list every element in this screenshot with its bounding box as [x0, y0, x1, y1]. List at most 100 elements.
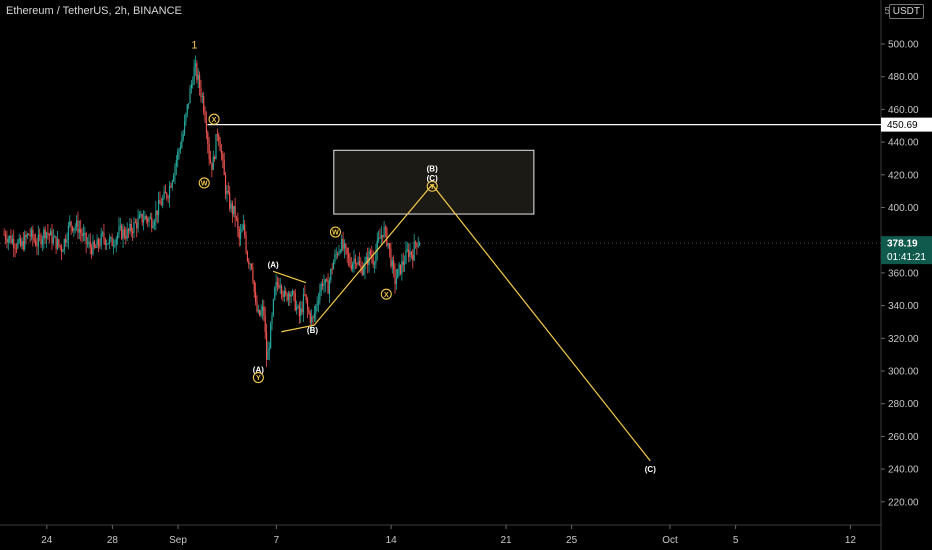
y-tick-label: 340.00	[888, 301, 919, 312]
candle-body	[233, 205, 235, 214]
candle-body	[223, 159, 225, 176]
wave-label: (A)	[268, 261, 279, 270]
candle-body	[300, 308, 302, 317]
candle-body	[140, 213, 142, 216]
candle-body	[147, 218, 149, 222]
last-price-badge	[881, 236, 932, 265]
candle-body	[417, 245, 419, 247]
candle-body	[335, 253, 337, 255]
wave-label: (C)	[645, 465, 656, 474]
candle-body	[248, 260, 250, 265]
candle-body	[222, 153, 224, 160]
candle-body	[387, 243, 389, 246]
candle-body	[255, 291, 257, 302]
candle-body	[395, 278, 397, 285]
candle-body	[75, 220, 78, 227]
candle-body	[21, 240, 23, 246]
candle-body	[183, 121, 186, 134]
candle-body	[204, 111, 206, 121]
x-tick-label: 21	[500, 535, 512, 546]
candle-body	[175, 160, 177, 167]
candle-body	[70, 221, 72, 227]
candle-body	[342, 238, 344, 249]
candle-body	[241, 229, 243, 233]
currency-badge[interactable]: USDT	[888, 4, 924, 19]
candle-body	[346, 247, 348, 255]
candle-body	[212, 157, 214, 170]
wave-a-trendline[interactable]	[272, 270, 307, 284]
candle-body	[118, 226, 120, 235]
candle-body	[13, 239, 15, 248]
candle-countdown: 01:41:21	[887, 252, 926, 263]
x-tick-label: 28	[107, 535, 119, 546]
candle-body	[345, 243, 347, 248]
candle-body	[74, 226, 76, 229]
candle-body	[100, 233, 102, 246]
candle-body	[181, 139, 183, 148]
candle-body	[414, 241, 417, 243]
candle-body	[63, 239, 65, 251]
candle-body	[85, 232, 87, 244]
candle-body	[95, 247, 97, 248]
candle-body	[145, 216, 147, 219]
candle-body	[294, 293, 296, 311]
candle-body	[178, 149, 180, 152]
elliott-forecast-path[interactable]	[281, 183, 651, 462]
candle-body	[122, 229, 124, 239]
candle-body	[289, 293, 291, 297]
candle-body	[265, 332, 268, 360]
candle-body	[280, 285, 283, 294]
candle-body	[137, 218, 139, 229]
candle-body	[81, 232, 83, 236]
wave-label: (B)	[427, 164, 438, 173]
candle-body	[242, 224, 244, 230]
candle-body	[260, 310, 262, 316]
candle-body	[112, 245, 115, 247]
candle-body	[34, 240, 37, 246]
candle-body	[91, 247, 93, 255]
candle-body	[324, 279, 326, 284]
candle-body	[257, 310, 259, 312]
candle-body	[386, 228, 388, 246]
candle-body	[44, 229, 46, 239]
candle-body	[182, 133, 184, 140]
y-tick-label: 220.00	[888, 497, 919, 508]
candle-body	[19, 238, 22, 246]
candle-body	[73, 228, 75, 231]
candle-body	[205, 120, 208, 133]
candle-body	[3, 233, 5, 235]
candle-body	[369, 251, 372, 255]
candle-body	[55, 236, 57, 249]
candle-body	[67, 225, 69, 241]
chart-title: Ethereum / TetherUS, 2h, BINANCE	[6, 5, 182, 17]
candle-body	[201, 96, 203, 97]
candle-body	[227, 190, 229, 193]
candle-body	[192, 84, 194, 85]
candle-body	[230, 203, 232, 209]
candle-body	[22, 240, 24, 250]
y-tick-label: 480.00	[888, 72, 919, 83]
candle-body	[373, 263, 376, 265]
y-tick-label: 240.00	[888, 465, 919, 476]
candle-body	[358, 261, 361, 266]
candle-body	[380, 235, 382, 239]
wave-label: W	[332, 230, 339, 237]
candle-body	[245, 234, 247, 252]
candle-body	[189, 88, 191, 104]
candle-body	[152, 225, 154, 228]
candle-body	[107, 243, 109, 245]
wave-label: (A)	[253, 365, 264, 374]
candle-body	[349, 257, 351, 266]
candle-body	[168, 186, 171, 199]
candle-body	[356, 263, 358, 265]
candle-body	[316, 303, 318, 306]
target-zone-box[interactable]	[333, 149, 535, 215]
candle-body	[309, 313, 311, 323]
candle-body	[96, 239, 98, 248]
candle-body	[379, 238, 381, 239]
candle-body	[82, 233, 85, 236]
candle-body	[179, 147, 182, 150]
last-price-label: 378.19	[887, 239, 918, 250]
candle-body	[297, 305, 299, 307]
